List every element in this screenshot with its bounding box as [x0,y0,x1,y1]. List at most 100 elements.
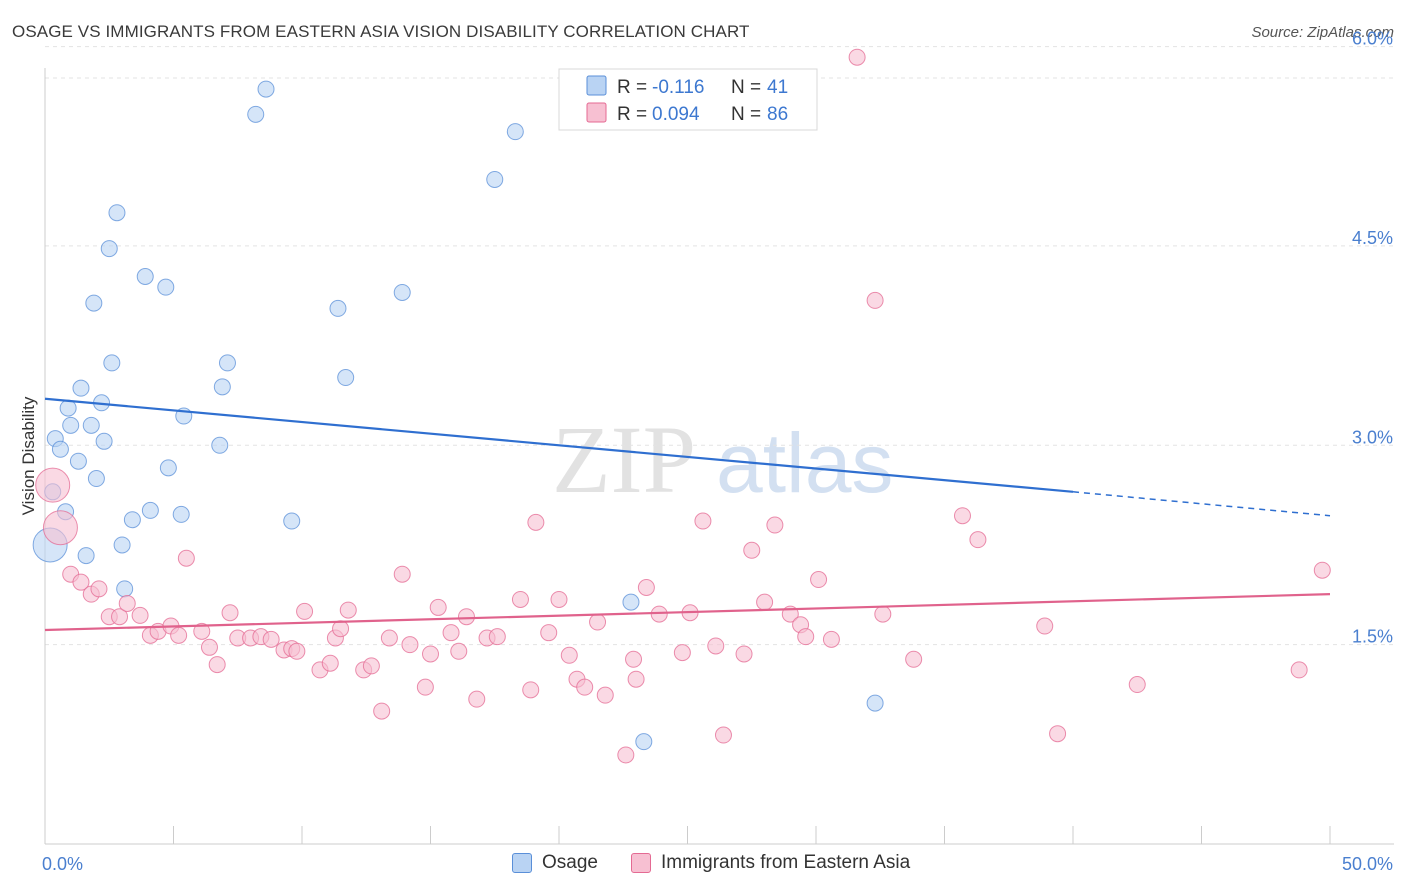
point-eastern-asia [625,650,643,668]
gridlines [45,46,1394,646]
point-eastern-asia [393,565,411,583]
point-osage [506,123,524,141]
stats-legend: R = -0.116 N = 41 R = 0.094 N = 86 [558,68,818,131]
point-eastern-asia [373,702,391,720]
point-osage [172,505,190,523]
point-eastern-asia [339,601,357,619]
source-label: Source: ZipAtlas.com [1251,24,1394,41]
trend-line-osage [44,397,1074,493]
point-eastern-asia [673,644,691,662]
point-eastern-asia [72,573,90,591]
series-legend: Osage Immigrants from Eastern Asia [0,852,1406,878]
series-legend-label-eastern-asia: Immigrants from Eastern Asia [661,852,911,873]
point-osage [213,378,231,396]
point-osage [87,470,105,488]
point-osage [82,416,100,434]
point-eastern-asia [766,516,784,534]
point-eastern-asia [589,613,607,631]
x-tick-label-max: 50.0% [1342,854,1393,874]
point-osage [218,354,236,372]
point-osage [72,379,90,397]
y-tick-label: 3.0% [1352,427,1393,447]
trend-line-osage-dashed [1072,491,1331,517]
data-points [32,48,1331,764]
point-osage [257,80,275,98]
y-tick-labels: 1.5% 3.0% 4.5% 6.0% [1352,29,1393,647]
point-eastern-asia [422,645,439,663]
point-eastern-asia [1290,661,1308,679]
legend-r-label-eastern-asia: R = [617,104,652,125]
point-osage [247,105,265,123]
point-eastern-asia [170,626,188,644]
point-eastern-asia [527,513,545,531]
point-eastern-asia [822,630,840,648]
chart-title: OSAGE VS IMMIGRANTS FROM EASTERN ASIA VI… [12,22,750,41]
point-osage [51,440,69,458]
point-eastern-asia [1313,561,1331,579]
point-osage [77,547,95,565]
point-osage [393,283,411,301]
point-eastern-asia [522,681,540,699]
point-eastern-asia [1128,676,1146,694]
point-osage [100,240,118,258]
point-eastern-asia [362,657,380,675]
series-legend-item-osage: Osage [512,852,598,874]
point-eastern-asia [208,656,226,674]
point-eastern-asia [296,602,314,620]
point-eastern-asia [416,678,434,696]
point-eastern-asia [714,726,732,744]
point-osage [85,294,103,312]
point-eastern-asia [866,291,884,309]
point-eastern-asia [576,678,594,696]
point-eastern-asia [627,670,645,688]
point-eastern-asia [457,608,475,626]
point-eastern-asia [848,48,866,66]
point-eastern-asia [743,541,761,559]
point-eastern-asia [90,580,108,598]
watermark-zip: ZIP [552,406,696,513]
point-eastern-asia [450,642,468,660]
point-eastern-asia [401,636,419,654]
point-eastern-asia [429,598,447,616]
point-osage [622,593,640,611]
point-eastern-asia [735,645,753,663]
y-tick-label: 4.5% [1352,228,1393,248]
point-eastern-asia [617,746,635,764]
point-eastern-asia [177,549,195,567]
point-eastern-asia [442,624,460,642]
point-eastern-asia [131,606,149,624]
point-osage [136,268,154,286]
point-osage [159,459,177,477]
point-osage [283,512,301,530]
point-eastern-asia [321,654,339,672]
point-osage [486,170,504,188]
point-eastern-asia [797,628,815,646]
point-eastern-asia [468,690,486,708]
legend-r-label-osage: R = [617,77,652,98]
point-eastern-asia [262,630,280,648]
point-eastern-asia [969,531,987,549]
point-eastern-asia [540,624,558,642]
point-eastern-asia [596,686,614,704]
trend-lines [44,397,1331,632]
point-eastern-asia [511,590,529,608]
series-legend-swatch-osage [512,853,532,873]
point-osage [103,354,121,372]
point-eastern-asia [905,650,923,668]
point-eastern-asia [874,605,892,623]
x-tick-label-min: 0.0% [42,854,83,874]
point-eastern-asia [1049,725,1067,743]
point-eastern-asia [488,628,506,646]
y-tick-label: 1.5% [1352,627,1393,647]
legend-n-value-osage: 41 [767,77,788,98]
point-eastern-asia [332,620,350,638]
point-osage [108,204,126,222]
point-eastern-asia [694,512,712,530]
legend-r-value-eastern-asia: 0.094 [652,104,700,125]
series-legend-label-osage: Osage [542,852,598,873]
point-osage [62,416,80,434]
x-ticks [44,826,1331,844]
point-eastern-asia [221,604,239,622]
y-axis-label: Vision Disability [19,396,38,515]
point-eastern-asia [953,507,971,525]
